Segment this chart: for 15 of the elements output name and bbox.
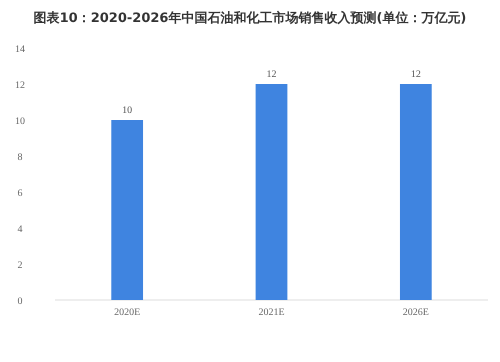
x-tick-label: 2021E	[258, 307, 285, 318]
chart-title: 图表10：2020-2026年中国石油和化工市场销售收入预测(单位：万亿元)	[34, 10, 466, 26]
y-tick-label: 12	[15, 80, 25, 91]
y-tick-label: 10	[15, 116, 25, 127]
y-tick-label: 8	[18, 152, 22, 163]
y-tick-label: 6	[18, 188, 22, 199]
data-label: 10	[122, 105, 132, 116]
x-tick-label: 2020E	[114, 307, 140, 318]
data-label: 12	[266, 69, 276, 80]
y-tick-label: 2	[18, 260, 22, 271]
x-tick-label: 2026E	[402, 307, 429, 318]
y-tick-label: 14	[15, 44, 25, 55]
y-tick-label: 0	[18, 296, 22, 307]
y-tick-label: 4	[18, 224, 22, 235]
data-label: 12	[410, 69, 421, 80]
